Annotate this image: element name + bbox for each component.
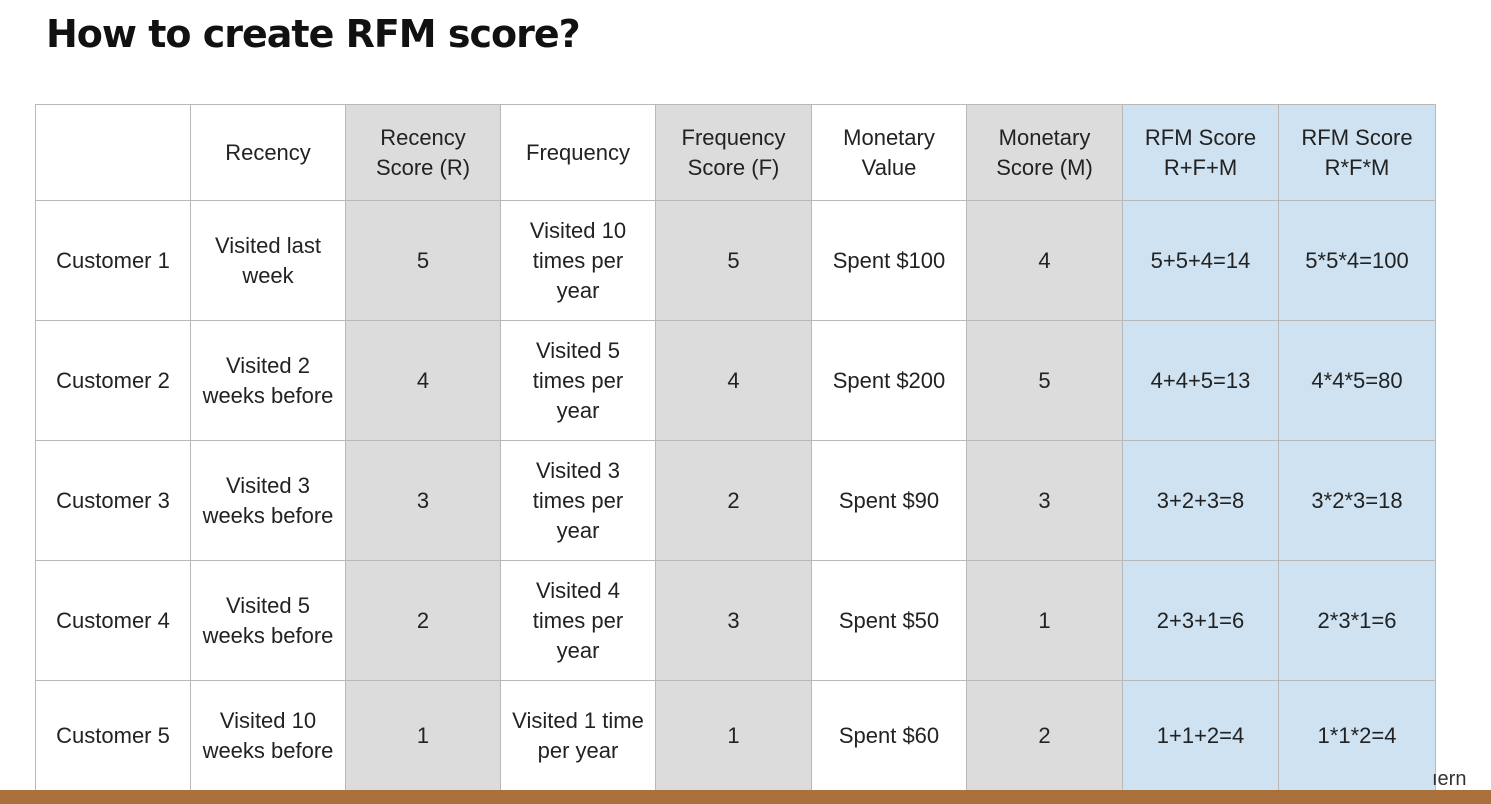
cell-monetary-score: 4 [966, 200, 1123, 321]
cell-monetary-score: 3 [966, 440, 1123, 561]
cell-recency-score: 5 [345, 200, 501, 321]
cell-rfm-product: 2*3*1=6 [1278, 560, 1436, 681]
cell-rfm-product: 1*1*2=4 [1278, 680, 1436, 791]
cell-rfm-product: 3*2*3=18 [1278, 440, 1436, 561]
cell-frequency: Visited 10 times per year [500, 200, 656, 321]
slide-title: How to create RFM score? [46, 12, 581, 56]
cell-monetary-score: 2 [966, 680, 1123, 791]
cell-customer: Customer 2 [35, 320, 191, 441]
cell-monetary-value: Spent $90 [811, 440, 967, 561]
cell-monetary-value: Spent $60 [811, 680, 967, 791]
cell-recency: Visited 5 weeks before [190, 560, 346, 681]
table-row: Customer 4 Visited 5 weeks before 2 Visi… [35, 560, 1436, 681]
cell-frequency: Visited 5 times per year [500, 320, 656, 441]
header-monetary-value: Monetary Value [811, 104, 967, 201]
bottom-accent-bar [0, 790, 1491, 804]
cell-frequency-score: 1 [655, 680, 812, 791]
cell-rfm-product: 5*5*4=100 [1278, 200, 1436, 321]
cell-recency-score: 2 [345, 560, 501, 681]
cell-monetary-score: 5 [966, 320, 1123, 441]
cell-rfm-product: 4*4*5=80 [1278, 320, 1436, 441]
cell-monetary-value: Spent $100 [811, 200, 967, 321]
header-recency: Recency [190, 104, 346, 201]
header-monetary-score: Monetary Score (M) [966, 104, 1123, 201]
table-row: Customer 3 Visited 3 weeks before 3 Visi… [35, 440, 1436, 561]
cell-customer: Customer 1 [35, 200, 191, 321]
cell-recency: Visited 10 weeks before [190, 680, 346, 791]
header-frequency: Frequency [500, 104, 656, 201]
cell-recency: Visited 3 weeks before [190, 440, 346, 561]
cell-frequency: Visited 4 times per year [500, 560, 656, 681]
cell-frequency-score: 2 [655, 440, 812, 561]
cell-recency-score: 1 [345, 680, 501, 791]
cell-recency-score: 3 [345, 440, 501, 561]
header-customer [35, 104, 191, 201]
cell-rfm-sum: 1+1+2=4 [1122, 680, 1279, 791]
cell-customer: Customer 3 [35, 440, 191, 561]
cell-rfm-sum: 4+4+5=13 [1122, 320, 1279, 441]
cell-customer: Customer 5 [35, 680, 191, 791]
table-row: Customer 5 Visited 10 weeks before 1 Vis… [35, 680, 1436, 791]
cell-frequency-score: 3 [655, 560, 812, 681]
cell-monetary-score: 1 [966, 560, 1123, 681]
cell-rfm-sum: 3+2+3=8 [1122, 440, 1279, 561]
cell-monetary-value: Spent $50 [811, 560, 967, 681]
cell-monetary-value: Spent $200 [811, 320, 967, 441]
table-row: Customer 2 Visited 2 weeks before 4 Visi… [35, 320, 1436, 441]
cell-frequency-score: 5 [655, 200, 812, 321]
header-rfm-product: RFM Score R*F*M [1278, 104, 1436, 201]
cell-frequency: Visited 1 time per year [500, 680, 656, 791]
cell-frequency: Visited 3 times per year [500, 440, 656, 561]
cell-rfm-sum: 5+5+4=14 [1122, 200, 1279, 321]
header-row: Recency Recency Score (R) Frequency Freq… [35, 104, 1436, 201]
table-row: Customer 1 Visited last week 5 Visited 1… [35, 200, 1436, 321]
cell-recency: Visited last week [190, 200, 346, 321]
corner-text-fragment: ıern [1432, 768, 1467, 790]
cell-recency-score: 4 [345, 320, 501, 441]
header-rfm-sum: RFM Score R+F+M [1122, 104, 1279, 201]
cell-rfm-sum: 2+3+1=6 [1122, 560, 1279, 681]
cell-customer: Customer 4 [35, 560, 191, 681]
cell-frequency-score: 4 [655, 320, 812, 441]
header-frequency-score: Frequency Score (F) [655, 104, 812, 201]
rfm-score-table: Recency Recency Score (R) Frequency Freq… [35, 104, 1436, 791]
cell-recency: Visited 2 weeks before [190, 320, 346, 441]
header-recency-score: Recency Score (R) [345, 104, 501, 201]
